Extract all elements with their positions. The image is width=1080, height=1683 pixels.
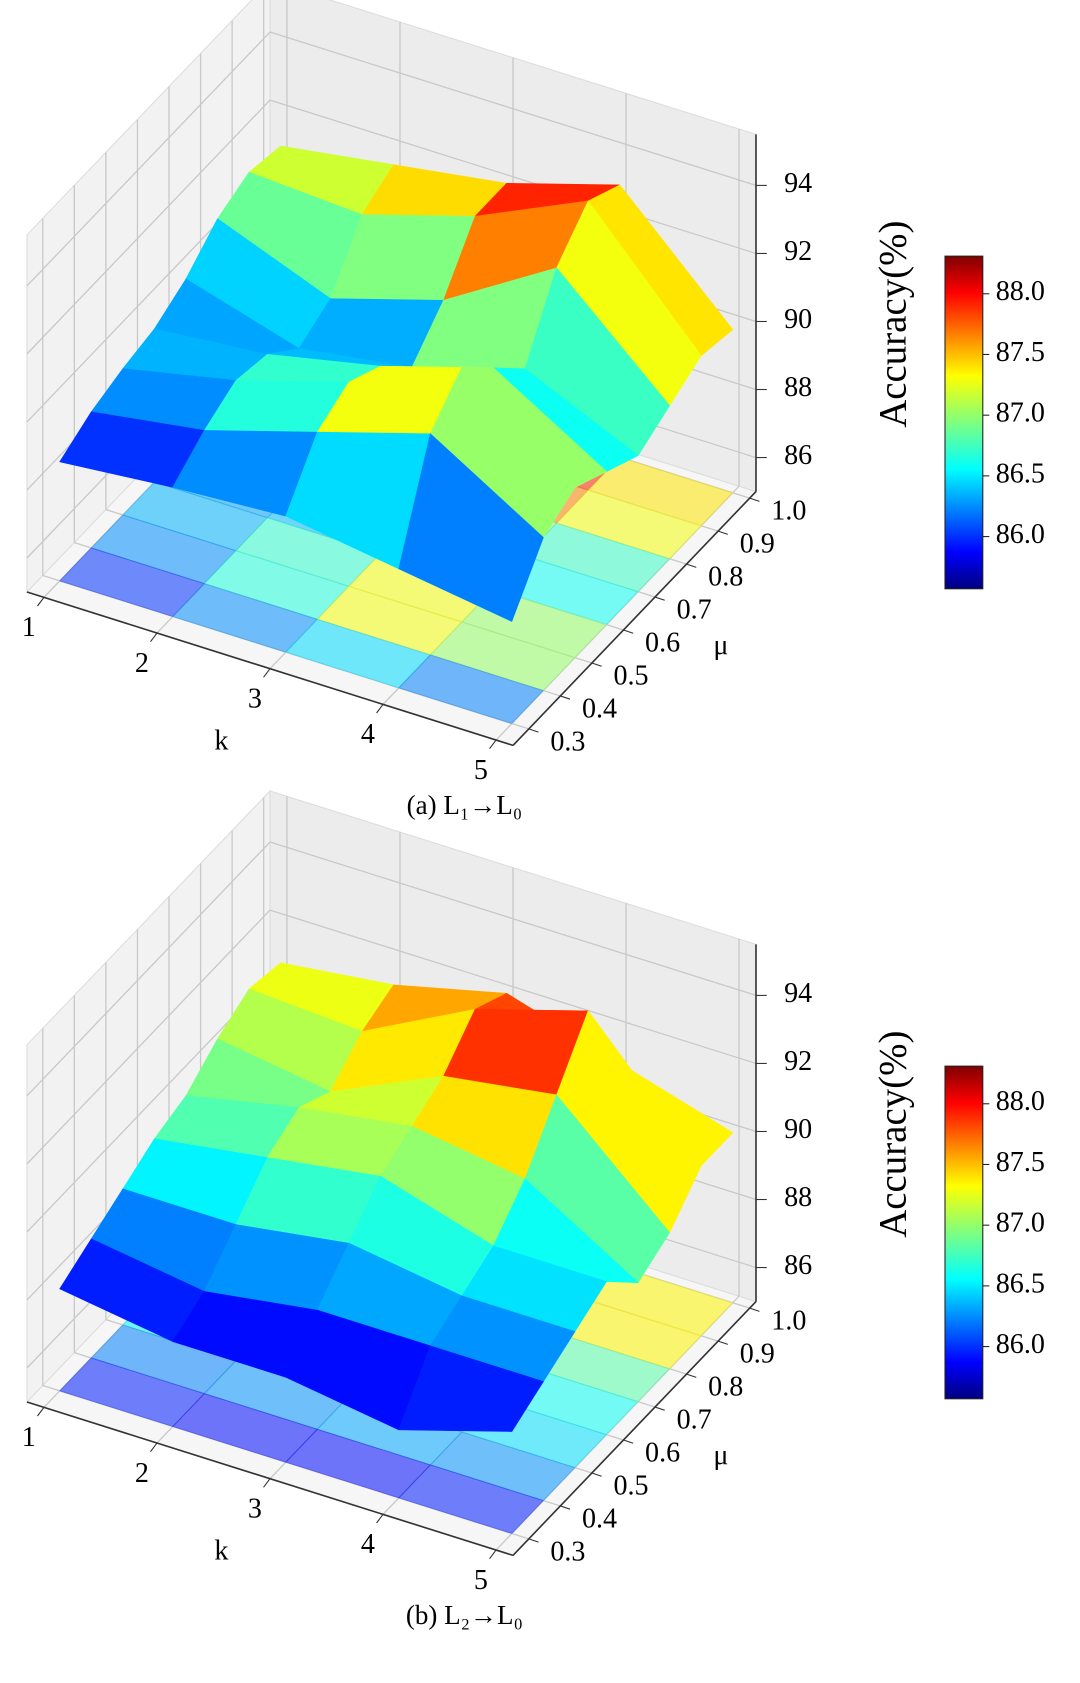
caption: (b) L₂→L₀ bbox=[406, 1600, 523, 1630]
x-tick-label: 3 bbox=[248, 1494, 262, 1525]
floor-contour bbox=[398, 1464, 544, 1534]
y-tick bbox=[591, 1472, 602, 1477]
x-tick bbox=[263, 668, 271, 678]
x-tick-label: 2 bbox=[135, 1458, 149, 1489]
y-tick-label: 1.0 bbox=[771, 1306, 806, 1337]
colorbar-tick-label: 88.0 bbox=[996, 276, 1045, 307]
x-tick bbox=[489, 1549, 497, 1559]
caption: (a) L₁→L₀ bbox=[407, 790, 523, 820]
grid-line bbox=[269, 909, 757, 1065]
grid-line bbox=[26, 841, 271, 1097]
x-tick bbox=[376, 1514, 384, 1524]
z-tick-label: 94 bbox=[784, 978, 812, 1009]
axis-line bbox=[512, 491, 757, 746]
y-tick bbox=[623, 1439, 634, 1444]
z-tick-label: 88 bbox=[784, 372, 812, 403]
grid-line bbox=[269, 31, 757, 187]
y-tick bbox=[560, 1505, 571, 1510]
y-tick-label: 0.8 bbox=[708, 562, 743, 593]
y-axis-label: μ bbox=[713, 630, 728, 661]
colorbar-label: Accuracy(%) bbox=[871, 1031, 914, 1238]
z-tick-label: 94 bbox=[784, 168, 812, 199]
axis-line bbox=[512, 1301, 757, 1556]
surface-patch bbox=[398, 1345, 544, 1432]
panel: 1 2 3 4 5 0.30.40.50.60.70.80.91.0 86 88 90 92 94 k… bbox=[22, 789, 1045, 1630]
z-tick-label: 86 bbox=[784, 440, 812, 471]
y-tick-label: 0.6 bbox=[645, 1438, 680, 1469]
y-tick-label: 0.8 bbox=[708, 1372, 743, 1403]
x-tick bbox=[37, 1407, 45, 1417]
y-tick bbox=[528, 728, 539, 733]
z-tick-label: 90 bbox=[784, 1114, 812, 1145]
y-tick bbox=[654, 1406, 665, 1411]
x-tick bbox=[37, 597, 45, 607]
x-tick-label: 4 bbox=[361, 1529, 375, 1560]
floor-contour bbox=[398, 654, 544, 724]
x-tick-label: 1 bbox=[22, 1422, 36, 1453]
x-tick bbox=[489, 739, 497, 749]
y-tick-label: 0.5 bbox=[613, 661, 648, 692]
panel: 1 2 3 4 5 0.30.40.50.60.70.80.91.0 86 88 90 92 94 k… bbox=[22, 0, 1045, 820]
colorbar-tick-label: 87.5 bbox=[996, 337, 1045, 368]
colorbar-tick-label: 88.0 bbox=[996, 1086, 1045, 1117]
grid-line bbox=[26, 31, 271, 287]
y-tick bbox=[591, 662, 602, 667]
grid-line bbox=[269, 841, 757, 997]
y-tick-label: 0.6 bbox=[645, 628, 680, 659]
x-tick bbox=[150, 632, 158, 642]
x-tick-label: 5 bbox=[474, 755, 488, 786]
z-tick-label: 86 bbox=[784, 1250, 812, 1281]
x-tick-label: 4 bbox=[361, 719, 375, 750]
y-tick-label: 0.5 bbox=[613, 1471, 648, 1502]
y-tick-label: 0.3 bbox=[550, 726, 585, 757]
x-tick bbox=[263, 1478, 271, 1488]
x-tick-label: 5 bbox=[474, 1565, 488, 1596]
grid-line bbox=[26, 909, 271, 1165]
surface-patch bbox=[398, 433, 544, 622]
colorbar bbox=[944, 255, 984, 590]
colorbar-label: Accuracy(%) bbox=[871, 221, 914, 428]
y-axis-label: μ bbox=[713, 1440, 728, 1471]
z-tick-label: 90 bbox=[784, 304, 812, 335]
colorbar-tick-label: 86.0 bbox=[996, 1329, 1045, 1360]
colorbar-tick-label: 86.5 bbox=[996, 1268, 1045, 1299]
y-tick bbox=[717, 530, 729, 535]
y-tick bbox=[528, 1538, 539, 1543]
colorbar-tick-label: 86.5 bbox=[996, 458, 1045, 489]
y-tick-label: 0.3 bbox=[550, 1536, 585, 1567]
x-tick-label: 2 bbox=[135, 648, 149, 679]
y-tick-label: 0.7 bbox=[677, 595, 712, 626]
colorbar-tick-label: 87.5 bbox=[996, 1147, 1045, 1178]
y-tick bbox=[749, 497, 760, 502]
y-tick bbox=[560, 695, 571, 700]
z-tick-label: 88 bbox=[784, 1182, 812, 1213]
x-tick bbox=[150, 1442, 158, 1452]
x-axis-label: k bbox=[214, 1536, 229, 1567]
y-tick bbox=[654, 596, 665, 601]
colorbar-tick-label: 87.0 bbox=[996, 1208, 1045, 1239]
x-tick bbox=[376, 704, 384, 714]
y-tick-label: 0.7 bbox=[677, 1405, 712, 1436]
z-tick-label: 92 bbox=[784, 236, 812, 267]
y-tick-label: 1.0 bbox=[771, 496, 806, 527]
y-tick-label: 0.4 bbox=[582, 693, 617, 724]
z-tick-label: 92 bbox=[784, 1046, 812, 1077]
y-tick-label: 0.9 bbox=[740, 529, 775, 560]
colorbar-tick-label: 86.0 bbox=[996, 519, 1045, 550]
colorbar-tick-label: 87.0 bbox=[996, 398, 1045, 429]
y-tick bbox=[686, 1373, 697, 1378]
y-tick bbox=[717, 1340, 729, 1345]
y-tick-label: 0.9 bbox=[740, 1339, 775, 1370]
y-tick bbox=[623, 629, 634, 634]
colorbar bbox=[944, 1065, 984, 1400]
y-tick bbox=[749, 1307, 760, 1312]
y-tick bbox=[686, 563, 697, 568]
y-tick-label: 0.4 bbox=[582, 1503, 617, 1534]
grid-line bbox=[269, 99, 757, 255]
x-tick-label: 3 bbox=[248, 684, 262, 715]
x-axis-label: k bbox=[214, 726, 229, 757]
x-tick-label: 1 bbox=[22, 612, 36, 643]
grid-line bbox=[26, 99, 271, 355]
